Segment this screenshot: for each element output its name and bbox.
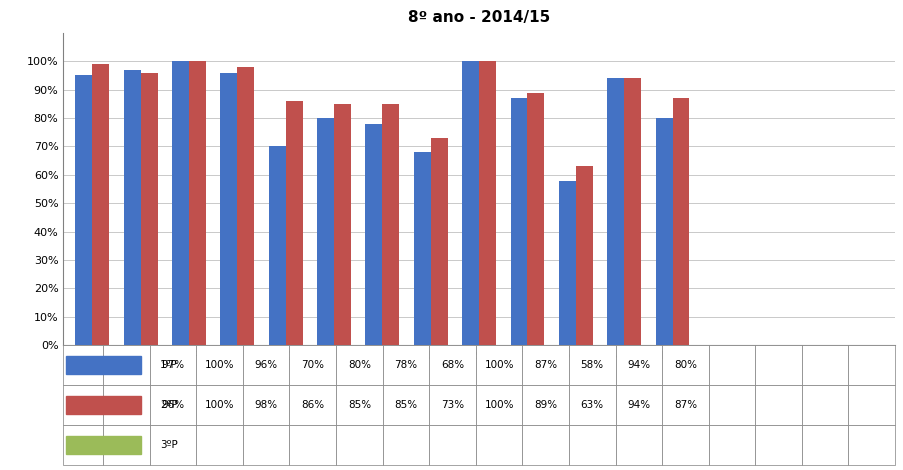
Bar xyxy=(558,180,575,345)
Bar xyxy=(67,396,141,414)
Bar xyxy=(237,67,254,345)
Bar xyxy=(655,118,672,345)
Bar xyxy=(414,152,431,345)
Text: 3ºP: 3ºP xyxy=(160,440,178,450)
Bar xyxy=(67,356,141,374)
Bar xyxy=(575,166,592,345)
Bar xyxy=(431,138,447,345)
Bar xyxy=(220,73,237,345)
Bar xyxy=(189,61,206,345)
Text: 1ºP: 1ºP xyxy=(160,360,178,370)
Bar xyxy=(92,64,109,345)
Bar xyxy=(365,124,382,345)
Bar xyxy=(526,93,544,345)
Bar xyxy=(510,98,526,345)
Bar xyxy=(623,78,640,345)
Bar xyxy=(285,101,303,345)
Bar xyxy=(317,118,334,345)
Title: 8º ano - 2014/15: 8º ano - 2014/15 xyxy=(407,10,550,25)
Bar xyxy=(124,70,141,345)
Bar xyxy=(479,61,496,345)
Bar xyxy=(172,61,189,345)
Bar xyxy=(461,61,479,345)
Bar xyxy=(141,73,157,345)
Bar xyxy=(382,104,399,345)
Bar xyxy=(607,78,623,345)
Bar xyxy=(334,104,350,345)
Bar xyxy=(67,436,141,454)
Bar xyxy=(75,76,92,345)
Bar xyxy=(268,147,285,345)
Bar xyxy=(672,98,689,345)
Text: 2ºP: 2ºP xyxy=(160,400,178,410)
